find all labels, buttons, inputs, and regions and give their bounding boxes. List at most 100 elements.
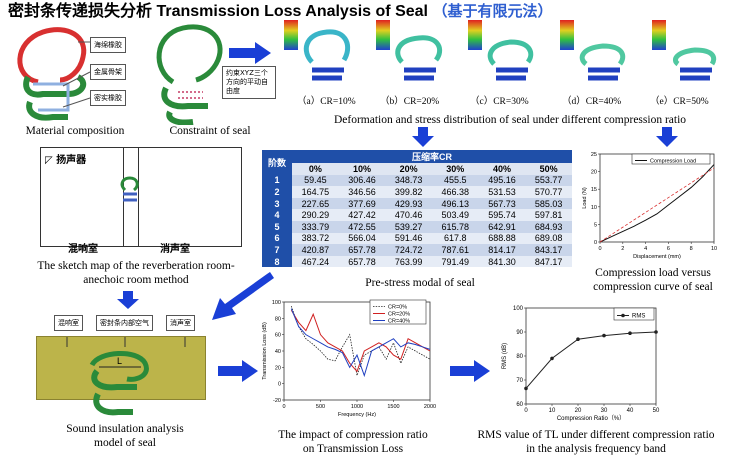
x-tick-label: 1500 [387,404,399,410]
table-cell: 597.81 [525,209,572,221]
y-tick-label: 60 [275,333,281,339]
table-cell: 377.69 [338,197,386,210]
col-header: 30% [431,163,479,175]
row-order: 7 [262,244,292,256]
x-tick-label: 30 [601,408,608,414]
reverb-room-label: 混响室 [68,244,98,255]
table-cell: 814.17 [478,244,526,256]
data-point [654,330,658,334]
series-line [290,308,431,378]
table-cell: 399.82 [385,186,432,198]
seal-icon [120,176,139,202]
constraint-caption: Constraint of seal [169,125,251,137]
x-tick-label: 2000 [424,404,436,410]
y-axis-label: Transmission Loss (dB) [262,322,268,380]
deformation-caption: Deformation and stress distribution of s… [333,114,687,126]
table-cell: 791.49 [431,255,479,268]
y-tick-label: 0 [594,240,597,246]
model-caption-1: Sound insulation analysis [66,423,184,435]
legend-label: RMS [632,314,645,320]
arrow-down-icon [412,127,434,147]
data-point [550,356,554,361]
deform-label-e: （e）CR=50% [650,97,709,107]
x-tick-label: 500 [316,404,325,410]
table-cell: 539.27 [385,220,432,233]
table-cell: 642.91 [478,220,526,233]
y-tick-label: 10 [591,205,597,211]
x-tick-label: 0 [282,404,285,410]
x-axis-label: Displacement (mm) [633,254,681,260]
table-row: 6 383.72 566.04 591.46 617.8 688.88 689.08 [262,232,572,245]
arrow-right-icon [229,42,271,64]
y-tick-label: 20 [591,170,597,176]
col-header: 50% [525,163,572,175]
y-axis-label: Load (N) [582,187,588,209]
deform-label-a: （a）CR=10% [297,97,356,107]
row-order: 8 [262,255,292,268]
speaker-label: 扬声器 [56,155,87,166]
row-order: 6 [262,232,292,245]
label-sponge-rubber: 海绵橡胶 [90,37,126,53]
speaker-icon: ◸ [45,155,53,166]
legend-label: CR=20% [388,312,410,318]
row-order: 2 [262,186,292,198]
table-cell: 566.04 [338,232,386,245]
table-cell: 470.46 [385,209,432,221]
x-tick-label: 40 [627,408,634,414]
x-tick-label: 50 [653,408,660,414]
table-cell: 227.65 [292,197,339,210]
modal-table: 阶数 压缩率CR 0% 10% 20% 30% 40% 50% 1 59.45 30… [262,150,572,268]
table-cell: 570.77 [525,186,572,198]
table-cell: 657.78 [338,244,386,256]
row-order: 3 [262,197,292,210]
data-point [576,337,580,341]
table-cell: 553.77 [525,174,572,187]
rms-caption-2: in the analysis frequency band [526,443,666,455]
table-row: 8 467.24 657.78 763.99 791.49 841.30 847.17 [262,255,572,268]
anechoic-room-label: 消声室 [160,244,190,255]
table-cell: 585.03 [525,197,572,210]
dim-label: L [117,356,122,366]
deform-label-b: （b）CR=20% [380,97,440,107]
series-line [290,309,431,373]
plot-frame [525,307,657,405]
table-corner: 阶数 [262,150,292,175]
deform-label-d: （d）CR=40% [562,97,622,107]
compression-caption-1: Compression load versus [595,267,711,279]
table-cell: 724.72 [385,244,432,256]
material-caption: Material composition [25,125,125,137]
col-header: 0% [292,163,339,175]
table-cell: 495.16 [478,174,526,187]
table-row: 2 164.75 346.56 399.82 466.38 531.53 570.77 [262,186,572,198]
label-metal-frame: 金属骨架 [90,64,126,80]
row-order: 5 [262,220,292,233]
table-row: 5 333.79 472.55 539.27 615.78 642.91 684.93 [262,220,572,233]
data-point [628,331,632,335]
x-tick-label: 0 [524,408,528,414]
x-tick-label: 4 [644,246,647,252]
transmission-loss-chart: 0 500 1000 1500 2000-20020406080100Frequency… [262,299,436,418]
y-tick-label: 70 [516,378,523,384]
model-label-air: 密封条内部空气 [96,315,153,331]
table-cell: 348.73 [385,174,432,187]
legend-label: CR=0% [388,305,407,311]
table-row: 7 420.87 657.78 724.72 787.61 814.17 843.17 [262,244,572,256]
rms-caption-1: RMS value of TL under different compress… [477,429,715,441]
table-cell: 333.79 [292,220,339,233]
arrow-right-icon [218,360,258,382]
col-header: 20% [385,163,432,175]
sketch-caption-1: The sketch map of the reverberation room… [37,260,235,272]
constraint-note: 约束XYZ三个方向的平动自由度 [222,66,276,99]
table-cell: 763.99 [385,255,432,268]
x-tick-label: 10 [711,246,717,252]
table-cell: 595.74 [478,209,526,221]
table-cell: 657.78 [338,255,386,268]
rms-chart: 0 10 20 30 40 50 60 70 80 90 100 Compression Ratio（… [502,306,660,422]
y-tick-label: 100 [513,306,524,312]
page-title: 密封条传递损失分析 Transmission Loss Analysis of … [8,0,552,21]
tl-caption-2: on Transmission Loss [302,443,404,455]
series-line [525,331,657,389]
table-cell: 420.87 [292,244,339,256]
row-order: 4 [262,209,292,221]
sound-model-domain: L [36,336,206,400]
